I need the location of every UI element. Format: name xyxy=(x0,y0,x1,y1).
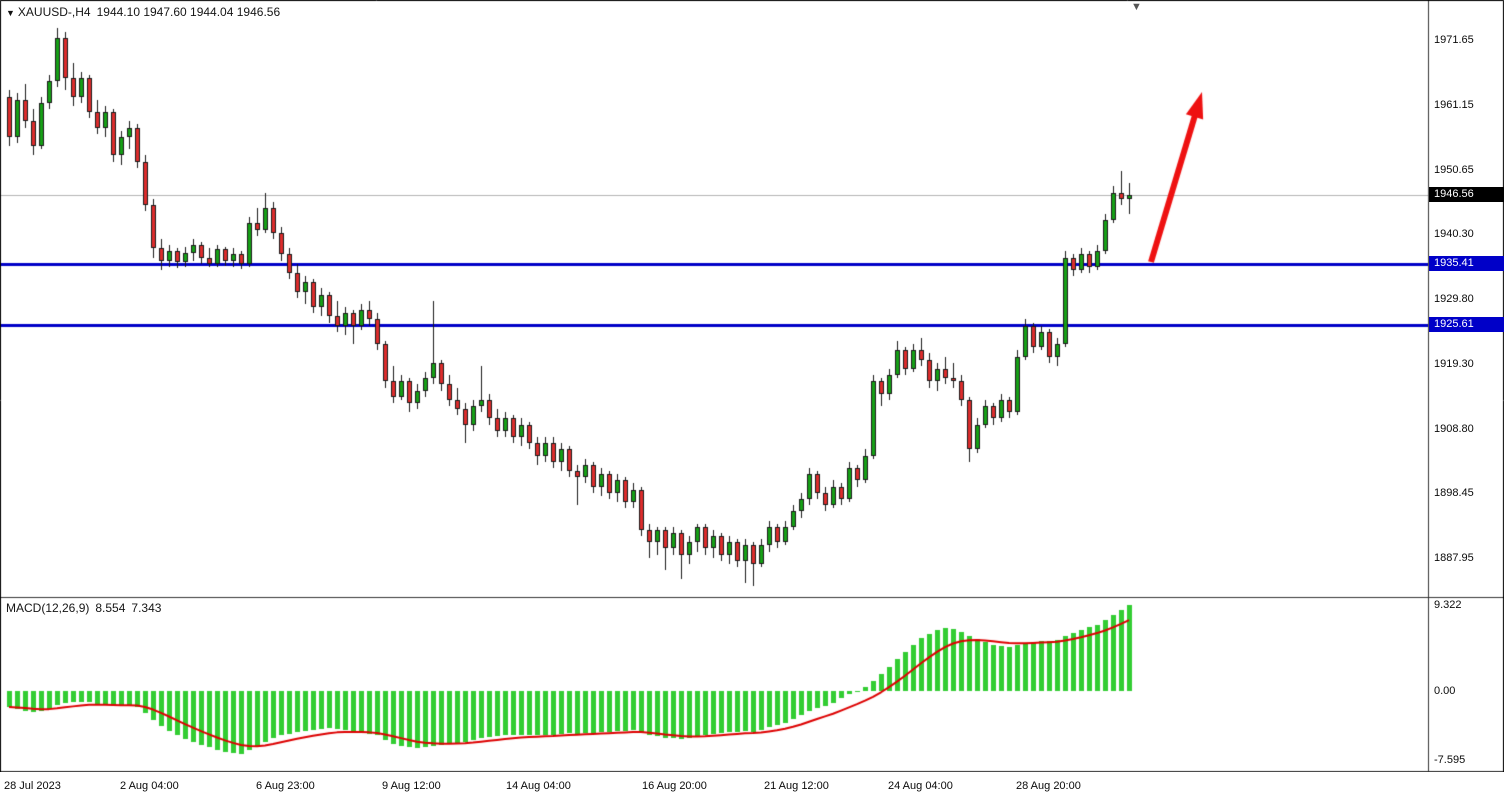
ohlc-values: 1944.10 1947.60 1944.04 1946.56 xyxy=(96,5,281,19)
macd-signal-value: 7.343 xyxy=(131,601,162,615)
time-axis-label: 16 Aug 20:00 xyxy=(642,780,707,792)
time-axis-label: 9 Aug 12:00 xyxy=(382,780,441,792)
chart-symbol-header: ▼ XAUUSD-,H4 1944.10 1947.60 1944.04 1946.… xyxy=(6,5,286,19)
price-axis-label: 1887.95 xyxy=(1434,552,1474,565)
macd-axis-label: 9.322 xyxy=(1434,599,1462,612)
time-axis-label: 24 Aug 04:00 xyxy=(888,780,953,792)
time-axis-label: 2 Aug 04:00 xyxy=(120,780,179,792)
chart-shift-marker-icon[interactable]: ▼ xyxy=(1131,1,1142,13)
time-scale[interactable]: 28 Jul 2023 2 Aug 04:00 6 Aug 23:00 9 Aug 1… xyxy=(0,772,1504,801)
price-axis-label: 1971.65 xyxy=(1434,33,1474,46)
macd-name: MACD(12,26,9) xyxy=(6,601,90,615)
time-axis-label: 6 Aug 23:00 xyxy=(256,780,315,792)
time-axis-label: 28 Jul 2023 xyxy=(4,780,61,792)
symbol-period-label: XAUUSD-,H4 xyxy=(17,5,91,19)
price-axis-label: 1908.80 xyxy=(1434,423,1474,435)
price-axis-label: 1950.65 xyxy=(1434,163,1474,176)
macd-indicator-label: MACD(12,26,9) 8.554 7.343 xyxy=(6,601,167,615)
time-axis-label: 21 Aug 12:00 xyxy=(764,780,829,792)
macd-main-value: 8.554 xyxy=(95,601,126,615)
price-scale[interactable]: 1971.65 1961.15 1950.65 1940.30 1929.80 1919.… xyxy=(1429,0,1504,772)
price-axis-label: 1919.30 xyxy=(1434,358,1474,370)
symbol-dropdown-icon[interactable]: ▼ xyxy=(6,8,15,18)
time-axis-label: 28 Aug 20:00 xyxy=(1016,780,1081,792)
price-axis-label: 1961.15 xyxy=(1434,98,1474,111)
level-price-badge: 1935.41 xyxy=(1429,256,1504,272)
time-axis-label: 14 Aug 04:00 xyxy=(506,780,571,792)
macd-axis-label: -7.595 xyxy=(1434,754,1466,767)
bid-price-badge: 1946.56 xyxy=(1429,187,1504,203)
price-axis-label: 1898.45 xyxy=(1434,487,1474,500)
macd-axis-label: 0.00 xyxy=(1434,684,1456,697)
price-axis-label: 1929.80 xyxy=(1434,293,1474,305)
price-axis-label: 1940.30 xyxy=(1434,228,1474,240)
level-price-badge: 1925.61 xyxy=(1429,316,1504,332)
